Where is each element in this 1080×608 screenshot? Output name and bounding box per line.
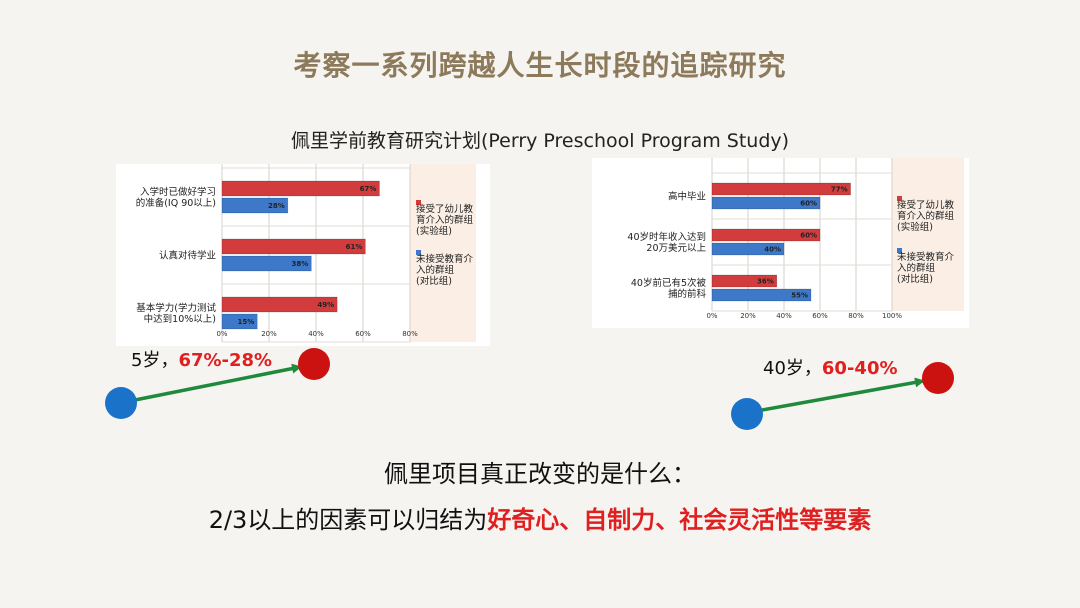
bar-value-label: 40% [764,246,781,254]
x-tick-label: 40% [308,330,324,338]
category-label: 中达到10%以上) [144,313,216,325]
legend-label: 入的群组 [416,264,455,276]
x-tick-label: 0% [706,312,717,320]
x-tick-label: 100% [882,312,902,320]
category-label: 的准备(IQ 90以上) [136,197,216,209]
bar-value-label: 60% [800,200,817,208]
dot-blue-left [105,387,137,419]
page-subtitle: 佩里学前教育研究计划(Perry Preschool Program Study… [290,130,790,152]
dot-blue-right [731,398,763,430]
legend-swatch [416,200,421,205]
bar-experimental [711,274,778,288]
annotation-age5: 5岁，67%-28% [131,346,272,372]
bar-value-label: 61% [346,243,363,251]
legend-label: 未接受教育介 [416,253,474,265]
bar-value-label: 49% [317,301,334,309]
category-label: 40岁前已有5次被 [631,277,707,289]
legend-swatch [897,196,902,201]
conclusion-highlight: 好奇心、自制力、社会灵活性等要素 [487,506,872,534]
x-tick-label: 80% [848,312,864,320]
legend-swatch [416,250,421,255]
annotation-age40: 40岁，60-40% [763,354,898,380]
chart-age40-svg: 0% 20% 40% 60% 80% 100% 77% 60% 高中毕业 60% 40% 40岁时年收… [627,158,964,320]
annotation-age40-value: 60-40% [821,358,898,379]
legend-label: (对比组) [416,275,452,287]
legend-label: (实验组) [897,221,933,233]
category-label: 40岁时年收入达到 [627,231,706,243]
category-label: 捕的前科 [668,288,707,300]
conclusion-text: 2/3以上的因素可以归结为好奇心、自制力、社会灵活性等要素 [0,500,1080,535]
chart-age5: 0% 20% 40% 60% 80% 67% 28% 入学时已做好学习 的准备(IQ 90以上)… [116,164,490,346]
bar-control [711,288,812,302]
x-tick-label: 0% [216,330,227,338]
x-tick-label: 80% [402,330,418,338]
bar-value-label: 77% [831,186,848,194]
bar-value-label: 28% [268,202,285,210]
bar-value-label: 60% [800,232,817,240]
bar-control [221,313,258,330]
legend-swatch [897,248,902,253]
bar-experimental [221,238,366,255]
x-tick-label: 60% [355,330,371,338]
bar-value-label: 38% [292,260,309,268]
category-label: 高中毕业 [668,191,706,203]
conclusion-prefix: 2/3以上的因素可以归结为 [208,506,488,534]
legend-label: 接受了幼儿教 [897,199,955,211]
legend-label: 育介入的群组 [897,210,955,222]
category-label: 20万美元以上 [646,242,706,254]
legend-label: 接受了幼儿教 [416,203,474,215]
dot-red-left [298,348,330,380]
dot-red-right [922,362,954,394]
x-tick-label: 20% [261,330,277,338]
bar-experimental [221,180,380,197]
bar-value-label: 15% [237,318,254,326]
bar-control [221,255,312,272]
legend-label: (实验组) [416,225,452,237]
annotation-age40-prefix: 40岁， [763,358,822,379]
x-tick-label: 40% [776,312,792,320]
page-title: 考察一系列跨越人生长时段的追踪研究 [293,49,787,82]
bar-control [711,196,821,210]
legend-label: (对比组) [897,273,933,285]
bar-value-label: 67% [360,185,377,193]
category-label: 基本学力(学力测试 [136,302,216,314]
bar-control [221,197,289,214]
legend-label: 入的群组 [897,262,936,274]
bar-value-label: 36% [757,278,774,286]
arrow-right [761,377,925,412]
bar-experimental [221,296,338,313]
bar-value-label: 55% [791,292,808,300]
legend-label: 未接受教育介 [897,251,955,263]
chart-band-bg [892,158,964,311]
question-text: 佩里项目真正改变的是什么： [384,460,696,488]
bar-control [711,242,785,256]
legend-label: 育介入的群组 [416,214,474,226]
category-label: 认真对待学业 [159,250,216,262]
x-tick-label: 20% [740,312,756,320]
chart-age40: 0% 20% 40% 60% 80% 100% 77% 60% 高中毕业 60% 40% 40岁时年收… [592,158,969,328]
annotation-age5-prefix: 5岁， [131,350,179,371]
bar-experimental [711,228,821,242]
category-label: 入学时已做好学习 [140,186,216,198]
bar-experimental [711,182,851,196]
annotation-age5-value: 67%-28% [178,350,273,371]
x-tick-label: 60% [812,312,828,320]
